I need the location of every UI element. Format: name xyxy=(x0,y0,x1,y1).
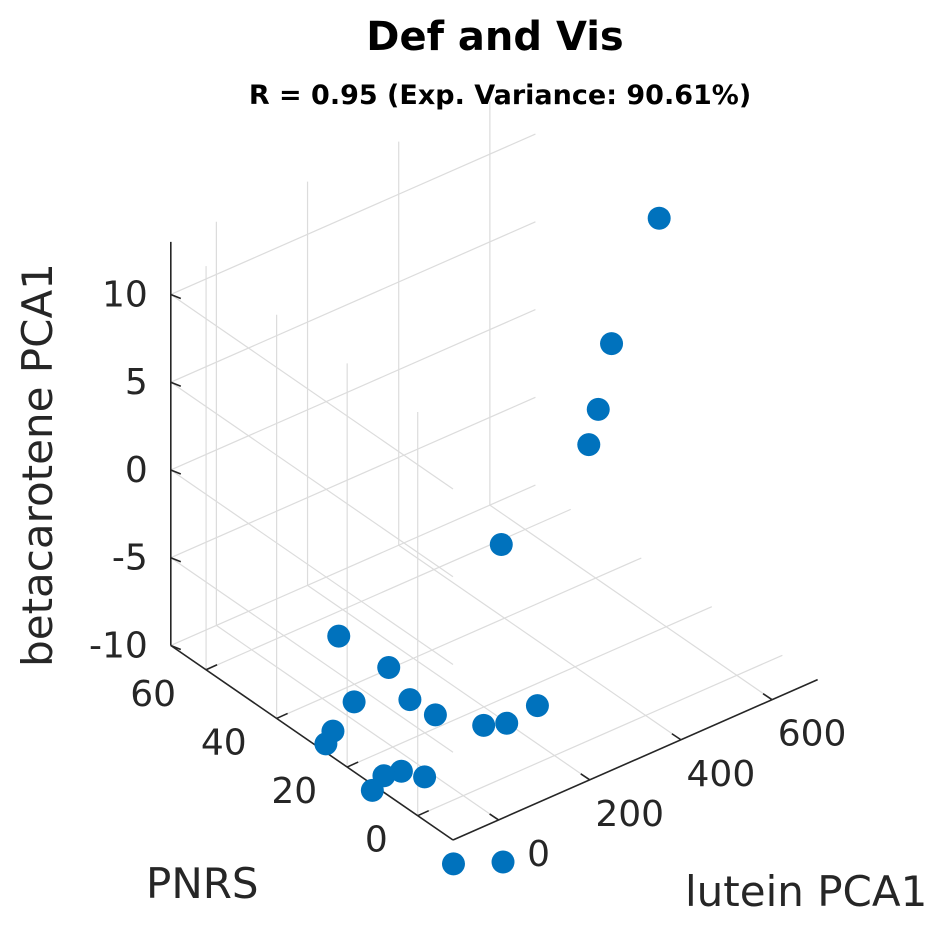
data-point xyxy=(472,713,496,737)
axes xyxy=(170,241,818,841)
data-point xyxy=(489,533,513,557)
y-tick-mark xyxy=(346,761,359,768)
z-tick-label: 10 xyxy=(102,274,148,315)
y-axis-line xyxy=(170,644,454,841)
grid-line xyxy=(170,557,454,753)
y-tick-label: 0 xyxy=(365,820,388,861)
x-tick-label: 400 xyxy=(687,754,756,795)
chart-subtitle: R = 0.95 (Exp. Variance: 90.61%) xyxy=(249,80,751,111)
data-point xyxy=(314,732,338,756)
y-tick-mark xyxy=(417,809,430,817)
x-axis-line xyxy=(452,678,818,841)
grid-line xyxy=(417,654,783,817)
data-point xyxy=(327,624,351,648)
z-tick-label: 0 xyxy=(125,450,148,491)
grid-line xyxy=(307,584,591,781)
x-tick-mark xyxy=(489,813,500,821)
y-tick-label: 20 xyxy=(271,771,317,812)
x-tick-mark xyxy=(671,733,682,741)
z-tick-mark xyxy=(170,644,182,651)
y-tick-label: 60 xyxy=(130,674,176,715)
data-point xyxy=(389,759,413,783)
z-tick-label: -10 xyxy=(89,625,148,666)
data-point xyxy=(577,433,601,457)
z-axis-label: betacarotene PCA1 xyxy=(13,263,62,667)
z-tick-mark xyxy=(170,469,182,475)
tick-labels: 0 200 400 600 0 20 40 60 -10 -5 0 5 10 xyxy=(89,274,846,874)
data-point xyxy=(600,332,624,356)
data-point xyxy=(495,711,519,735)
data-point xyxy=(491,850,515,874)
data-point xyxy=(441,852,465,876)
y-tick-mark xyxy=(276,712,288,720)
x-tick-label: 600 xyxy=(778,714,847,755)
grid-line xyxy=(170,396,536,559)
y-tick-label: 40 xyxy=(201,722,247,763)
data-point xyxy=(647,206,671,230)
data-point xyxy=(413,765,437,789)
data-point xyxy=(360,778,384,802)
grid-line xyxy=(170,381,454,578)
data-points xyxy=(314,206,671,876)
y-tick-mark xyxy=(205,664,218,671)
grid-line xyxy=(346,606,713,768)
chart-title: Def and Vis xyxy=(366,14,623,60)
y-axis-label: PNRS xyxy=(146,859,259,908)
grid-line xyxy=(205,508,571,671)
grid-line xyxy=(276,557,642,719)
x-tick-label: 200 xyxy=(595,794,664,835)
grid-line xyxy=(170,221,536,383)
data-point xyxy=(398,688,422,712)
x-tick-mark xyxy=(580,773,591,781)
x-tick-mark xyxy=(762,692,773,701)
grid-line xyxy=(170,469,454,665)
grid-line xyxy=(170,293,454,490)
z-tick-mark xyxy=(170,381,182,387)
grid-line xyxy=(216,624,499,821)
grid-line xyxy=(398,544,682,741)
grid-line xyxy=(170,484,536,647)
z-tick-mark xyxy=(170,556,182,563)
data-point xyxy=(586,397,610,421)
z-tick-label: 5 xyxy=(125,362,148,403)
x-axis-label: lutein PCA1 xyxy=(685,867,927,916)
data-point xyxy=(377,655,401,679)
data-point xyxy=(423,703,447,727)
data-point xyxy=(342,690,366,714)
data-point xyxy=(525,694,549,718)
grid-line xyxy=(170,309,536,471)
grid-line xyxy=(489,504,773,701)
z-tick-label: -5 xyxy=(112,538,148,579)
z-tick-mark xyxy=(170,293,182,300)
x-tick-label: 0 xyxy=(527,834,550,875)
grid-line xyxy=(170,133,536,296)
